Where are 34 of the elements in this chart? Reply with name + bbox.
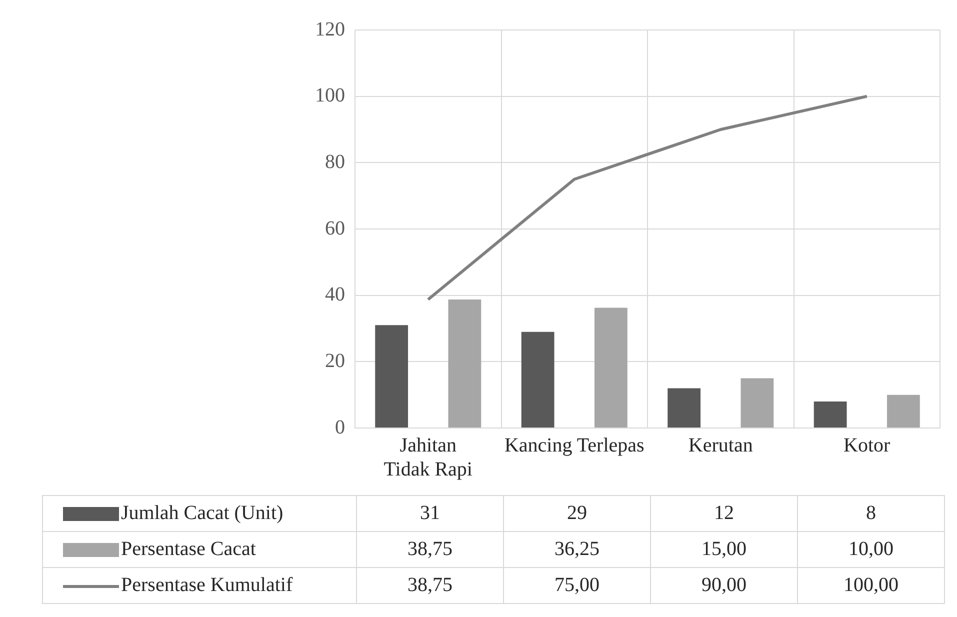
x-tick-label: Kerutan: [688, 434, 753, 456]
data-label: 38,75: [356, 568, 504, 604]
bar: [740, 378, 774, 428]
legend-label: Jumlah Cacat (Unit): [42, 496, 356, 532]
legend-label: Persentase Cacat: [42, 532, 356, 568]
bar: [668, 388, 701, 428]
bar: [521, 332, 554, 428]
y-tick-label: 40: [325, 284, 345, 306]
bar: [814, 401, 847, 428]
data-label: 90,00: [650, 568, 798, 604]
data-label: 8: [798, 496, 944, 532]
legend-label: Persentase Kumulatif: [42, 568, 356, 604]
data-label: 29: [504, 496, 650, 532]
bar: [886, 394, 920, 428]
data-label: 15,00: [650, 532, 798, 568]
y-tick-label: 0: [335, 416, 345, 438]
bar: [594, 308, 628, 428]
bar: [375, 325, 408, 428]
y-tick-label: 120: [315, 18, 345, 40]
y-tick-label: 80: [325, 150, 345, 173]
data-label: 36,25: [504, 532, 650, 568]
data-label: 38,75: [356, 532, 504, 568]
data-label: 100,00: [798, 568, 944, 604]
data-label: 75,00: [504, 568, 650, 604]
y-tick-label: 60: [325, 217, 345, 240]
bar: [448, 299, 482, 428]
x-tick-label: Kotor: [844, 434, 891, 456]
y-tick-label: 20: [325, 350, 345, 372]
x-tick-label: Kancing Terlepas: [504, 434, 645, 456]
data-label: 12: [650, 496, 798, 532]
x-tick-label: Jahitan Tidak Rapi: [384, 434, 473, 480]
y-tick-label: 100: [315, 84, 345, 107]
data-label: 10,00: [798, 532, 944, 568]
data-label: 31: [356, 496, 504, 532]
